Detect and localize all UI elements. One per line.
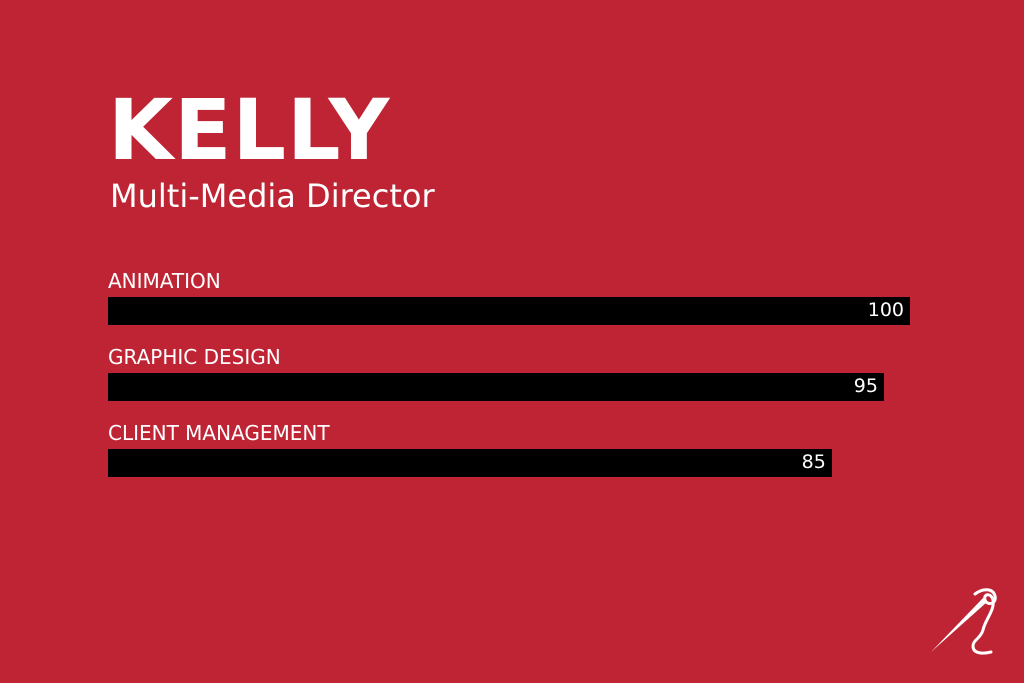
chart-title: KELLY [108, 81, 391, 179]
bar: 100 [108, 297, 910, 325]
chart-subtitle: Multi-Media Director [110, 177, 435, 215]
data-label: 95 [853, 375, 878, 397]
category-label: ANIMATION [108, 269, 221, 293]
category-label: CLIENT MANAGEMENT [108, 421, 330, 445]
data-label: 85 [801, 451, 826, 473]
bar: 85 [108, 449, 832, 477]
category-label: GRAPHIC DESIGN [108, 345, 281, 369]
data-label: 100 [867, 299, 904, 321]
bar: 95 [108, 373, 884, 401]
needle-thread-icon [931, 588, 997, 655]
